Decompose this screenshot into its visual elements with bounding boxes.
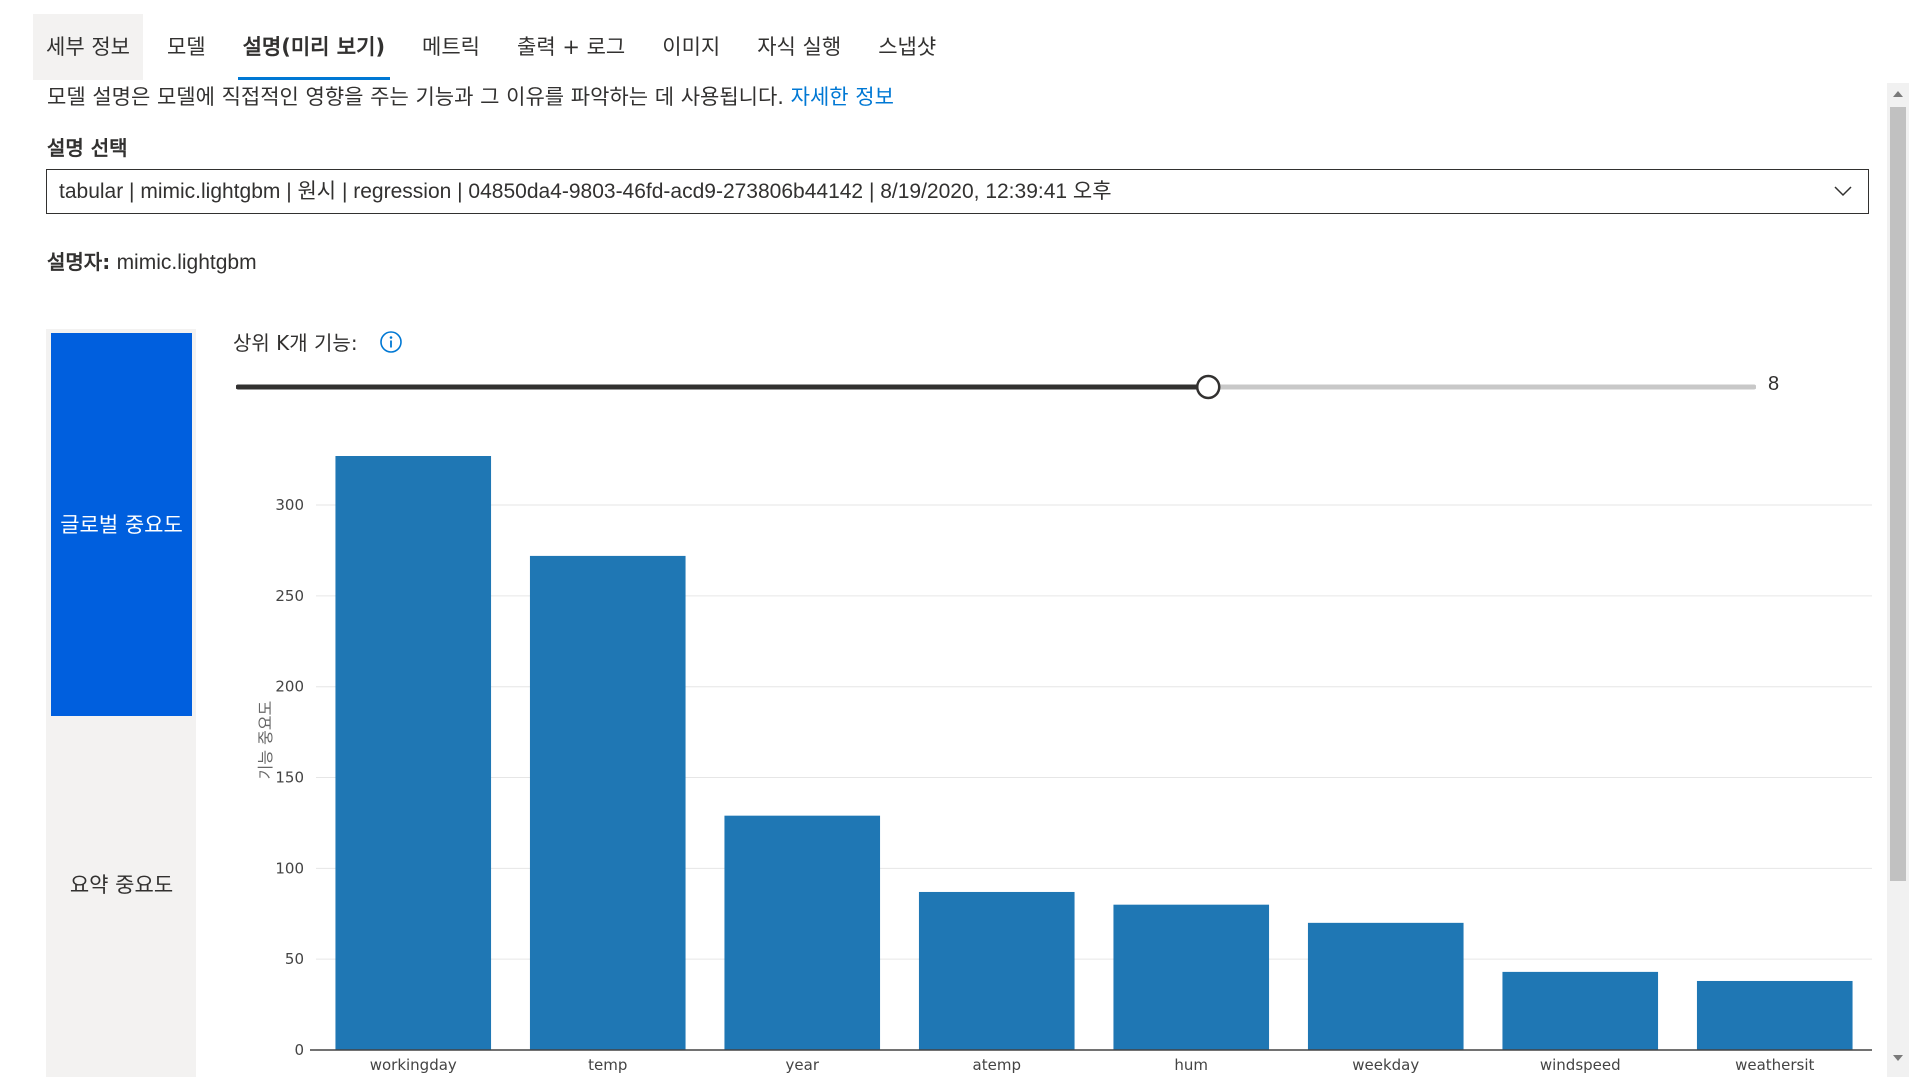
bar xyxy=(918,891,1075,1050)
tab-images[interactable]: 이미지 xyxy=(662,35,721,59)
scroll-down-arrow-icon[interactable] xyxy=(1893,1055,1903,1061)
y-tick-label: 300 xyxy=(275,496,304,514)
explanation-select-value: tabular | mimic.lightgbm | 원시 | regressi… xyxy=(59,180,1112,203)
vertical-scrollbar[interactable] xyxy=(1887,83,1909,1077)
top-k-label: 상위 K개 기능: xyxy=(233,331,358,355)
description-body: 모델 설명은 모델에 직접적인 영향을 주는 기능과 그 이유를 파악하는 데 … xyxy=(47,85,784,109)
x-tick-label: year xyxy=(786,1056,820,1074)
tab-bar: 세부 정보 모델 설명(미리 보기) 메트릭 출력 + 로그 이미지 자식 실행… xyxy=(33,14,960,80)
y-tick-label: 0 xyxy=(294,1041,304,1059)
y-tick-label: 50 xyxy=(285,950,304,968)
tab-child-runs[interactable]: 자식 실행 xyxy=(757,35,842,59)
scrollbar-thumb[interactable] xyxy=(1890,107,1906,881)
explanation-select-dropdown[interactable]: tabular | mimic.lightgbm | 원시 | regressi… xyxy=(46,169,1869,214)
bar xyxy=(1307,922,1464,1050)
explainer-value: mimic.lightgbm xyxy=(116,251,257,274)
tab-metrics[interactable]: 메트릭 xyxy=(422,35,481,59)
tab-snapshot[interactable]: 스냅샷 xyxy=(878,35,937,59)
bar xyxy=(529,555,686,1050)
bar xyxy=(1696,980,1853,1050)
top-k-slider[interactable] xyxy=(236,372,1756,402)
bar xyxy=(1502,971,1659,1050)
tab-explanations[interactable]: 설명(미리 보기) xyxy=(230,14,398,80)
importance-nav: 글로벌 중요도 요약 중요도 xyxy=(46,329,196,1077)
tab-details[interactable]: 세부 정보 xyxy=(33,14,143,80)
bar xyxy=(1113,904,1270,1050)
bar xyxy=(335,456,492,1050)
learn-more-link[interactable]: 자세한 정보 xyxy=(790,85,894,109)
x-tick-label: windspeed xyxy=(1540,1056,1621,1074)
nav-global-importance-label: 글로벌 중요도 xyxy=(60,512,183,537)
x-tick-label: weathersit xyxy=(1735,1056,1814,1074)
scroll-up-arrow-icon[interactable] xyxy=(1893,91,1903,97)
feature-importance-chart: 0 50 100 150 200 250 300 workingday temp year atem… xyxy=(256,456,1872,1074)
top-k-value: 8 xyxy=(1768,373,1780,395)
x-tick-label: hum xyxy=(1174,1056,1208,1074)
chevron-down-icon xyxy=(1834,186,1852,197)
y-tick-label: 200 xyxy=(275,678,304,696)
x-tick-label: temp xyxy=(588,1056,627,1074)
explainer-label: 설명자: xyxy=(47,250,111,274)
tab-outputs-logs[interactable]: 출력 + 로그 xyxy=(517,35,626,59)
tab-model[interactable]: 모델 xyxy=(166,35,206,59)
nav-global-importance[interactable]: 글로벌 중요도 xyxy=(51,333,192,716)
explanation-select-label: 설명 선택 xyxy=(47,136,128,160)
x-tick-label: workingday xyxy=(370,1056,457,1074)
explainer-info: 설명자: mimic.lightgbm xyxy=(47,246,257,275)
nav-summary-importance[interactable]: 요약 중요도 xyxy=(69,873,174,897)
x-tick-label: weekday xyxy=(1352,1056,1419,1074)
slider-thumb[interactable] xyxy=(1195,374,1221,400)
y-axis-label: 기능 중요도 xyxy=(256,701,275,780)
y-tick-label: 250 xyxy=(275,587,304,605)
info-icon[interactable] xyxy=(379,330,403,354)
x-tick-label: atemp xyxy=(973,1056,1021,1074)
y-tick-label: 150 xyxy=(275,769,304,787)
y-tick-label: 100 xyxy=(275,859,304,877)
description-text: 모델 설명은 모델에 직접적인 영향을 주는 기능과 그 이유를 파악하는 데 … xyxy=(47,81,894,111)
bar xyxy=(724,815,881,1050)
